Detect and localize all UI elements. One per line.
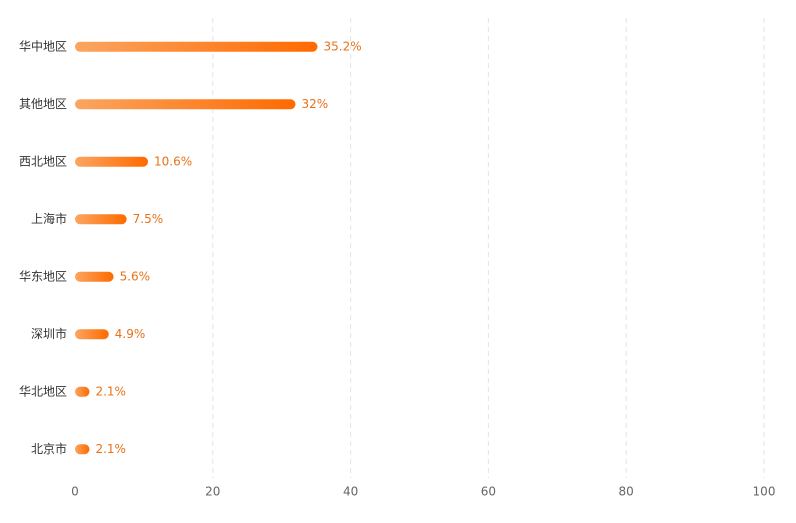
x-tick-label: 80 xyxy=(619,485,634,499)
value-label: 2.1% xyxy=(95,442,126,456)
value-label: 5.6% xyxy=(120,269,151,283)
bar xyxy=(75,386,90,397)
bar xyxy=(75,156,149,167)
y-tick-label: 北京市 xyxy=(31,441,67,456)
y-tick-label: 华东地区 xyxy=(19,269,67,283)
x-tick-label: 40 xyxy=(343,485,358,499)
x-tick-label: 100 xyxy=(753,485,776,499)
value-label: 35.2% xyxy=(324,39,362,53)
y-tick-label: 华北地区 xyxy=(19,384,67,398)
value-label: 7.5% xyxy=(133,212,164,226)
y-tick-label: 上海市 xyxy=(31,211,67,226)
bar xyxy=(75,214,127,225)
value-label: 4.9% xyxy=(115,327,146,341)
x-tick-label: 0 xyxy=(71,485,79,499)
y-tick-label: 西北地区 xyxy=(19,154,67,168)
value-label: 32% xyxy=(301,97,328,111)
y-tick-label: 其他地区 xyxy=(19,97,67,111)
bar xyxy=(75,41,318,52)
bar xyxy=(75,271,114,282)
bar xyxy=(75,99,296,110)
bar xyxy=(75,329,109,340)
y-tick-label: 深圳市 xyxy=(31,326,67,341)
y-tick-label: 华中地区 xyxy=(19,38,67,53)
x-tick-label: 20 xyxy=(205,485,220,499)
bar xyxy=(75,444,90,455)
value-label: 2.1% xyxy=(95,384,126,398)
x-tick-label: 60 xyxy=(481,485,496,499)
value-label: 10.6% xyxy=(154,154,192,168)
